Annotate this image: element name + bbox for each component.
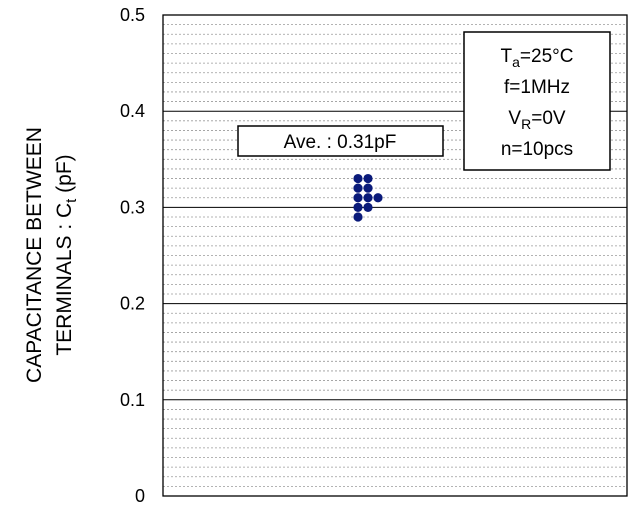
y-tick-label: 0.2 <box>120 294 145 314</box>
data-point <box>353 183 363 193</box>
average-annotation: Ave. : 0.31pF <box>237 125 444 157</box>
y-tick-label: 0 <box>135 486 145 506</box>
y-axis-title-line1: CAPACITANCE BETWEEN <box>23 127 46 383</box>
y-axis-title-line2: TERMINALS : Ct (pF) <box>53 154 80 355</box>
data-point <box>353 173 363 184</box>
conditions-box: Ta=25°C f=1MHz VR=0V n=10pcs <box>463 31 611 171</box>
condition-ta: Ta=25°C <box>501 46 574 70</box>
plot-frame <box>162 14 628 497</box>
data-point <box>373 193 383 203</box>
y-tick-label: 0.1 <box>120 390 145 410</box>
condition-frequency: f=1MHz <box>504 77 570 98</box>
data-points <box>353 173 383 222</box>
condition-vr: VR=0V <box>508 108 565 132</box>
average-label: Ave. : 0.31pF <box>284 132 397 153</box>
data-point <box>353 212 363 222</box>
y-tick-label: 0.4 <box>120 101 145 121</box>
data-point <box>363 193 373 203</box>
data-point <box>363 173 373 184</box>
condition-count: n=10pcs <box>501 139 573 160</box>
data-point <box>353 202 363 212</box>
data-point <box>353 193 363 203</box>
data-point <box>363 202 373 212</box>
major-grid <box>163 110 627 401</box>
y-tick-labels: 0 0.1 0.2 0.3 0.4 0.5 <box>120 5 145 506</box>
data-point <box>363 183 373 193</box>
y-tick-label: 0.5 <box>120 5 145 25</box>
y-tick-label: 0.3 <box>120 197 145 217</box>
